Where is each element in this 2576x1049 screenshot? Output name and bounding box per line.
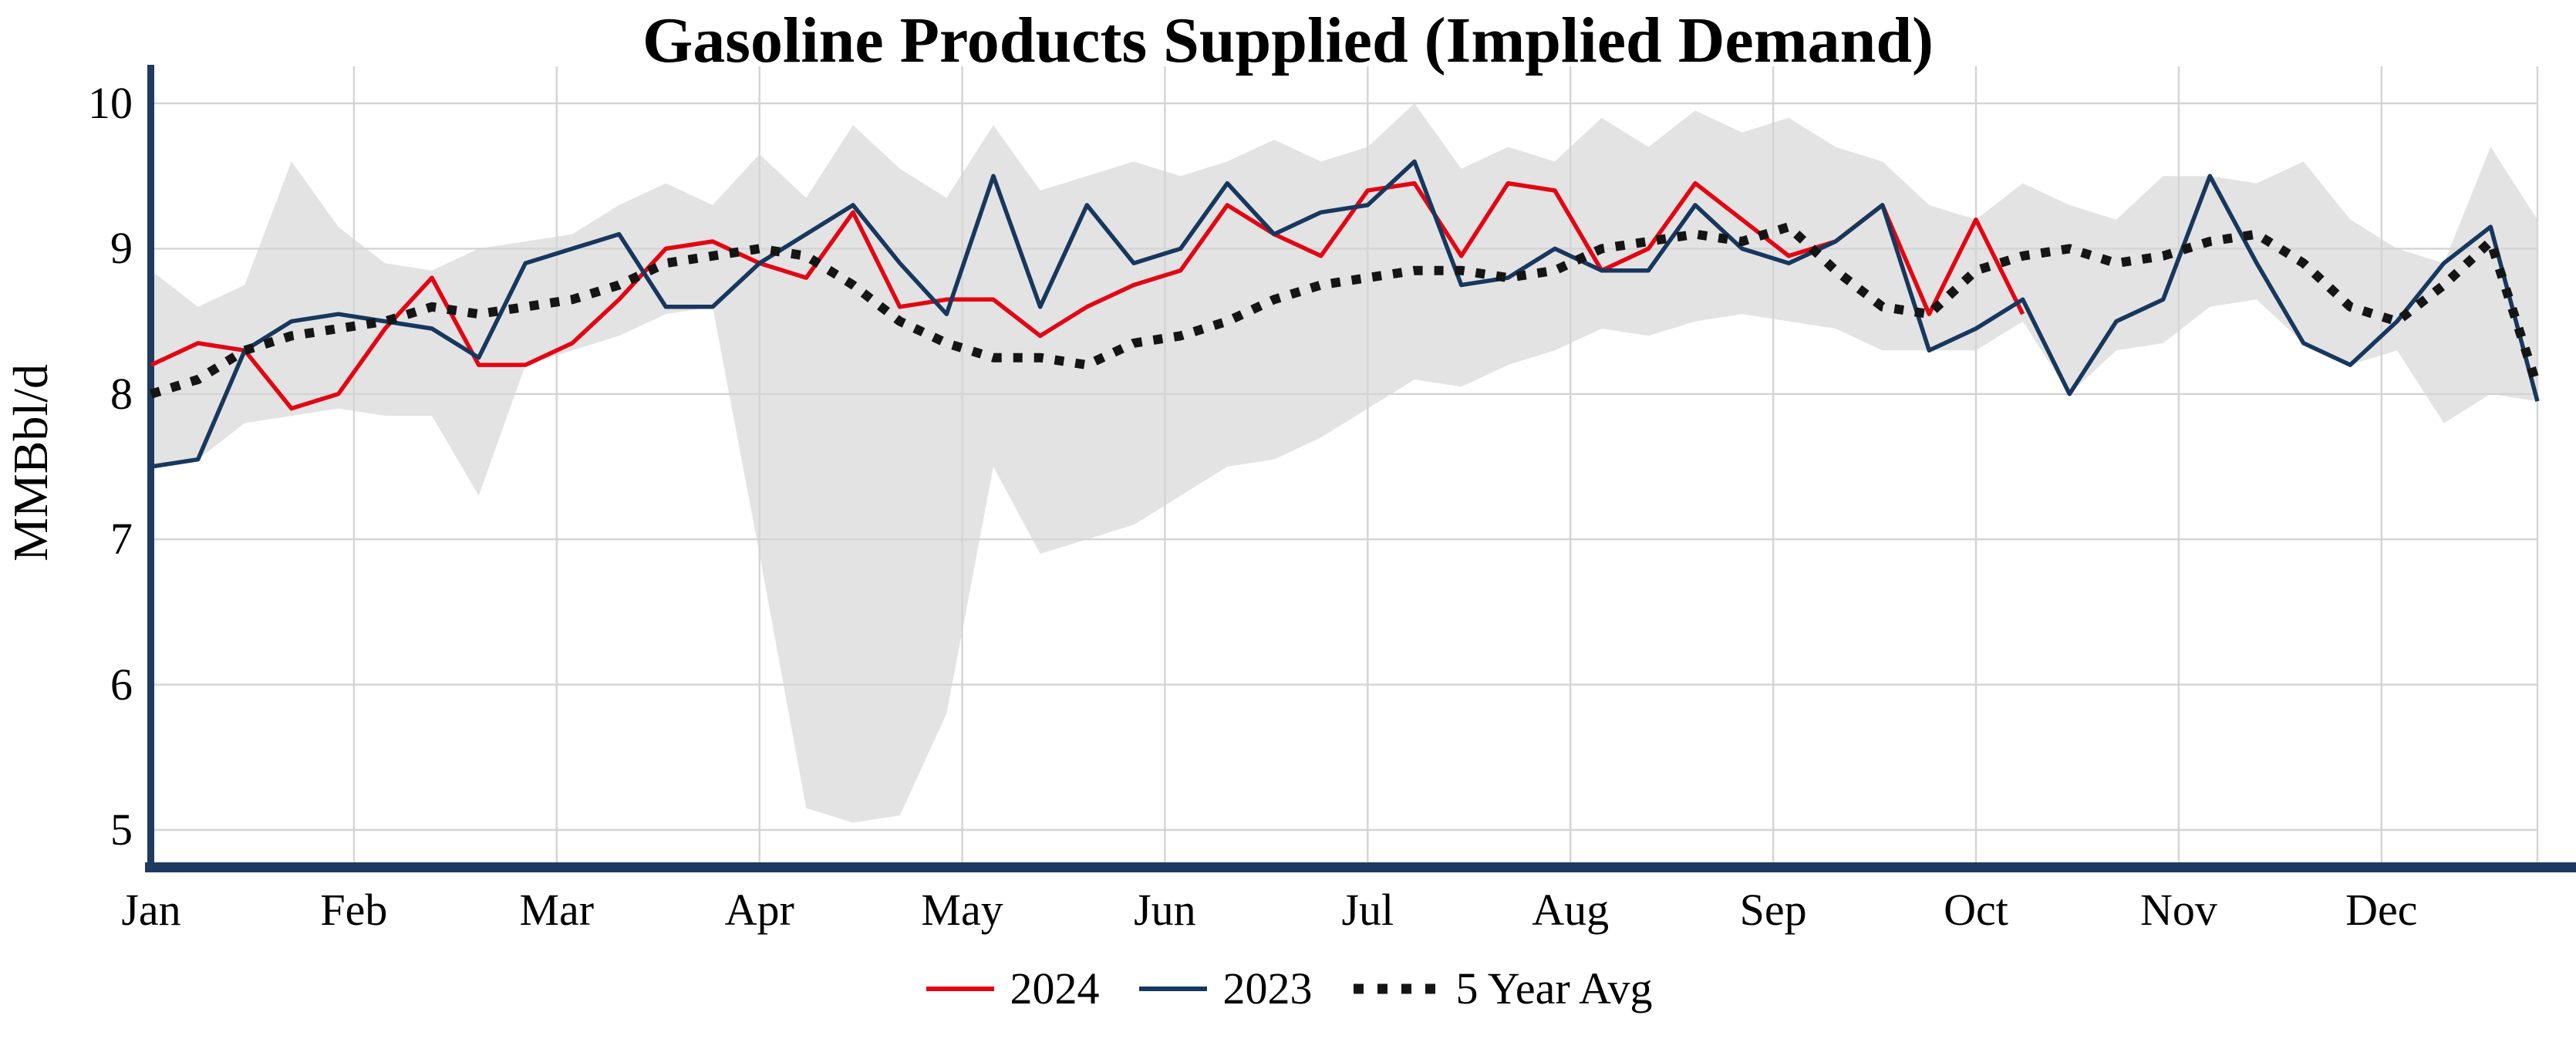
- y-tick-label-6: 6: [110, 659, 133, 710]
- legend-item-5-year-avg: 5 Year Avg: [1349, 963, 1653, 1014]
- legend-swatch-2023-line: [1139, 986, 1208, 991]
- y-tick-label-10: 10: [88, 78, 133, 128]
- x-tick-label-sep: Sep: [1739, 885, 1807, 935]
- y-axis-spine: [147, 65, 154, 872]
- x-tick-label-nov: Nov: [2139, 885, 2217, 935]
- five-year-range-band: [151, 103, 2537, 823]
- x-tick-label-jan: Jan: [121, 885, 181, 935]
- x-tick-label-mar: Mar: [519, 885, 595, 935]
- x-tick-label-feb: Feb: [320, 885, 388, 935]
- x-tick-label-dec: Dec: [2345, 885, 2418, 935]
- y-tick-label-7: 7: [110, 514, 133, 565]
- y-tick-label-8: 8: [110, 368, 133, 419]
- x-tick-label-oct: Oct: [1944, 885, 2008, 935]
- x-tick-label-may: May: [921, 885, 1003, 935]
- x-tick-label-jun: Jun: [1134, 885, 1196, 935]
- x-tick-label-apr: Apr: [724, 885, 794, 935]
- legend-label-5-year-avg: 5 Year Avg: [1455, 963, 1653, 1014]
- legend-item-2024: 2024: [923, 963, 1099, 1014]
- chart-title: Gasoline Products Supplied (Implied Dema…: [642, 5, 1934, 76]
- legend-item-2023: 2023: [1136, 963, 1312, 1014]
- series-line-2024: [150, 180, 2025, 411]
- legend-label-2024: 2024: [1010, 963, 1100, 1014]
- y-tick-label-9: 9: [110, 223, 133, 274]
- y-tick-label-5: 5: [110, 804, 133, 855]
- legend-swatch-2024-line: [926, 986, 995, 991]
- legend: 2024 2023 5 Year Avg: [0, 963, 2576, 1014]
- legend-label-2023: 2023: [1222, 963, 1313, 1014]
- x-tick-label-jul: Jul: [1341, 885, 1394, 935]
- x-tick-label-aug: Aug: [1532, 885, 1610, 935]
- series-line-2023: [150, 159, 2540, 469]
- legend-swatch-5-year-avg-dotted: [1354, 983, 1441, 993]
- x-axis-spine: [145, 862, 2576, 872]
